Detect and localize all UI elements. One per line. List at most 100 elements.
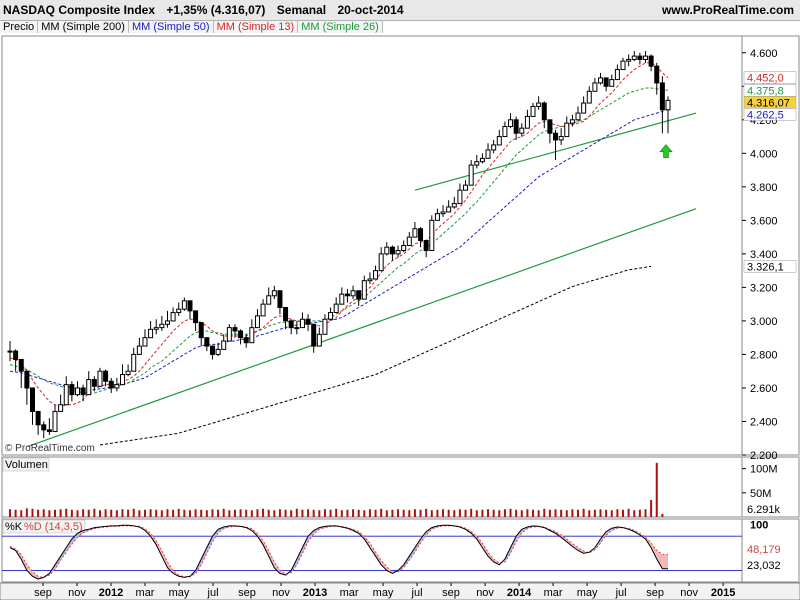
date-tick-label: sep <box>238 587 256 599</box>
change-value: +1,35% (4.316,07) <box>166 3 266 17</box>
candle-body <box>496 136 502 146</box>
candle-body <box>620 60 626 71</box>
candle-body <box>524 115 530 129</box>
price-tick-label: 2.600 <box>750 383 778 395</box>
date-tick-label: sep <box>34 587 52 599</box>
date-tick-label: mar <box>544 587 563 599</box>
candle-body <box>367 278 373 282</box>
candle-body <box>29 387 35 412</box>
legend-price[interactable]: Precio <box>0 21 39 33</box>
candle-body <box>384 246 390 255</box>
stochastic-fill <box>516 529 522 542</box>
stochastic-k-title: %K <box>5 521 23 533</box>
candle-body <box>434 213 440 221</box>
stochastic-fill <box>369 543 376 557</box>
date-tick-label: may <box>169 587 190 599</box>
candle-body <box>193 310 199 324</box>
candle-body <box>463 184 469 191</box>
candle-body <box>266 295 272 305</box>
sma200-value-label-box <box>743 260 797 273</box>
instrument-name: NASDAQ Composite Index <box>3 3 156 17</box>
candle-body <box>350 290 356 297</box>
candle-body <box>97 370 103 387</box>
stochastic-axis <box>741 518 800 583</box>
candle-body <box>558 136 564 141</box>
stochastic-fill <box>662 554 668 569</box>
date-tick-label: 2012 <box>99 587 123 599</box>
volume-title-box <box>2 457 50 472</box>
candle-body <box>344 293 350 297</box>
candle-body <box>468 164 474 186</box>
candle-body <box>609 79 615 87</box>
candle-body <box>356 290 362 300</box>
legend-sma13[interactable]: MM (Simple 13) <box>213 21 299 33</box>
candle-body <box>654 65 660 84</box>
candle-body <box>446 206 452 213</box>
candle-body <box>288 320 294 329</box>
watermark: © ProRealTime.com <box>5 443 95 454</box>
candle-body <box>474 161 480 166</box>
stochastic-title-box <box>2 519 86 534</box>
candle-body <box>553 132 559 141</box>
stochastic-fill <box>77 530 84 538</box>
candle-body <box>598 77 604 84</box>
legend-sma200[interactable]: MM (Simple 200) <box>38 21 129 33</box>
candle-body <box>63 384 69 406</box>
sma13-value-label-box <box>743 71 797 84</box>
candle-body <box>125 370 131 376</box>
site-url[interactable]: www.ProRealTime.com <box>661 3 794 17</box>
sma26-value-label: 4.375,8 <box>747 85 784 97</box>
candle-body <box>46 429 52 433</box>
candle-body <box>142 337 148 347</box>
candle-body <box>406 236 412 246</box>
candle-body <box>581 102 587 114</box>
stochastic-fill <box>302 536 309 554</box>
candle-body <box>614 69 620 81</box>
legend-sma26[interactable]: MM (Simple 26) <box>298 21 383 33</box>
legend-sma50[interactable]: MM (Simple 50) <box>128 21 214 33</box>
candle-body <box>74 387 80 396</box>
date-tick-label: may <box>577 587 598 599</box>
stochastic-fill <box>161 550 168 568</box>
candle-body <box>187 300 193 312</box>
candle-body <box>564 122 570 138</box>
stochastic-fill <box>510 536 517 554</box>
candle-body <box>429 219 435 252</box>
stochastic-fill <box>308 530 314 542</box>
price-tick-label: 2.400 <box>750 416 778 428</box>
price-panel <box>1 35 743 456</box>
stochastic-fill <box>54 556 61 570</box>
candle-body <box>513 119 519 134</box>
candle-body <box>271 290 277 297</box>
sma200-value-label: 3.326,1 <box>747 261 784 273</box>
sma26-line <box>9 87 669 394</box>
candle-body <box>221 340 227 350</box>
candle-body <box>114 384 120 389</box>
candle-body <box>131 353 137 372</box>
candle-body <box>305 318 311 325</box>
stochastic-fill <box>409 547 415 561</box>
candle-body <box>637 55 643 60</box>
stochastic-d-value: 48,179 <box>747 544 781 556</box>
candle-body <box>659 82 665 111</box>
candle-body <box>249 327 255 344</box>
candle-body <box>35 410 41 426</box>
candle-body <box>311 323 317 347</box>
candle-body <box>91 379 97 387</box>
candle-body <box>536 102 542 107</box>
candle-body <box>626 58 632 62</box>
date-tick-label: 2014 <box>507 587 532 599</box>
stochastic-fill <box>606 528 612 536</box>
candle-body <box>643 55 649 60</box>
candle-body <box>339 293 345 305</box>
candle-body <box>215 348 221 355</box>
chart-title: NASDAQ Composite Index +1,35% (4.316,07)… <box>3 3 412 17</box>
candle-body <box>316 333 322 347</box>
candle-body <box>86 379 92 396</box>
candle-body <box>80 387 86 396</box>
candle-body <box>575 112 581 121</box>
candle-body <box>440 211 446 215</box>
price-tick-label: 4.000 <box>750 148 778 160</box>
candle-body <box>238 330 244 339</box>
